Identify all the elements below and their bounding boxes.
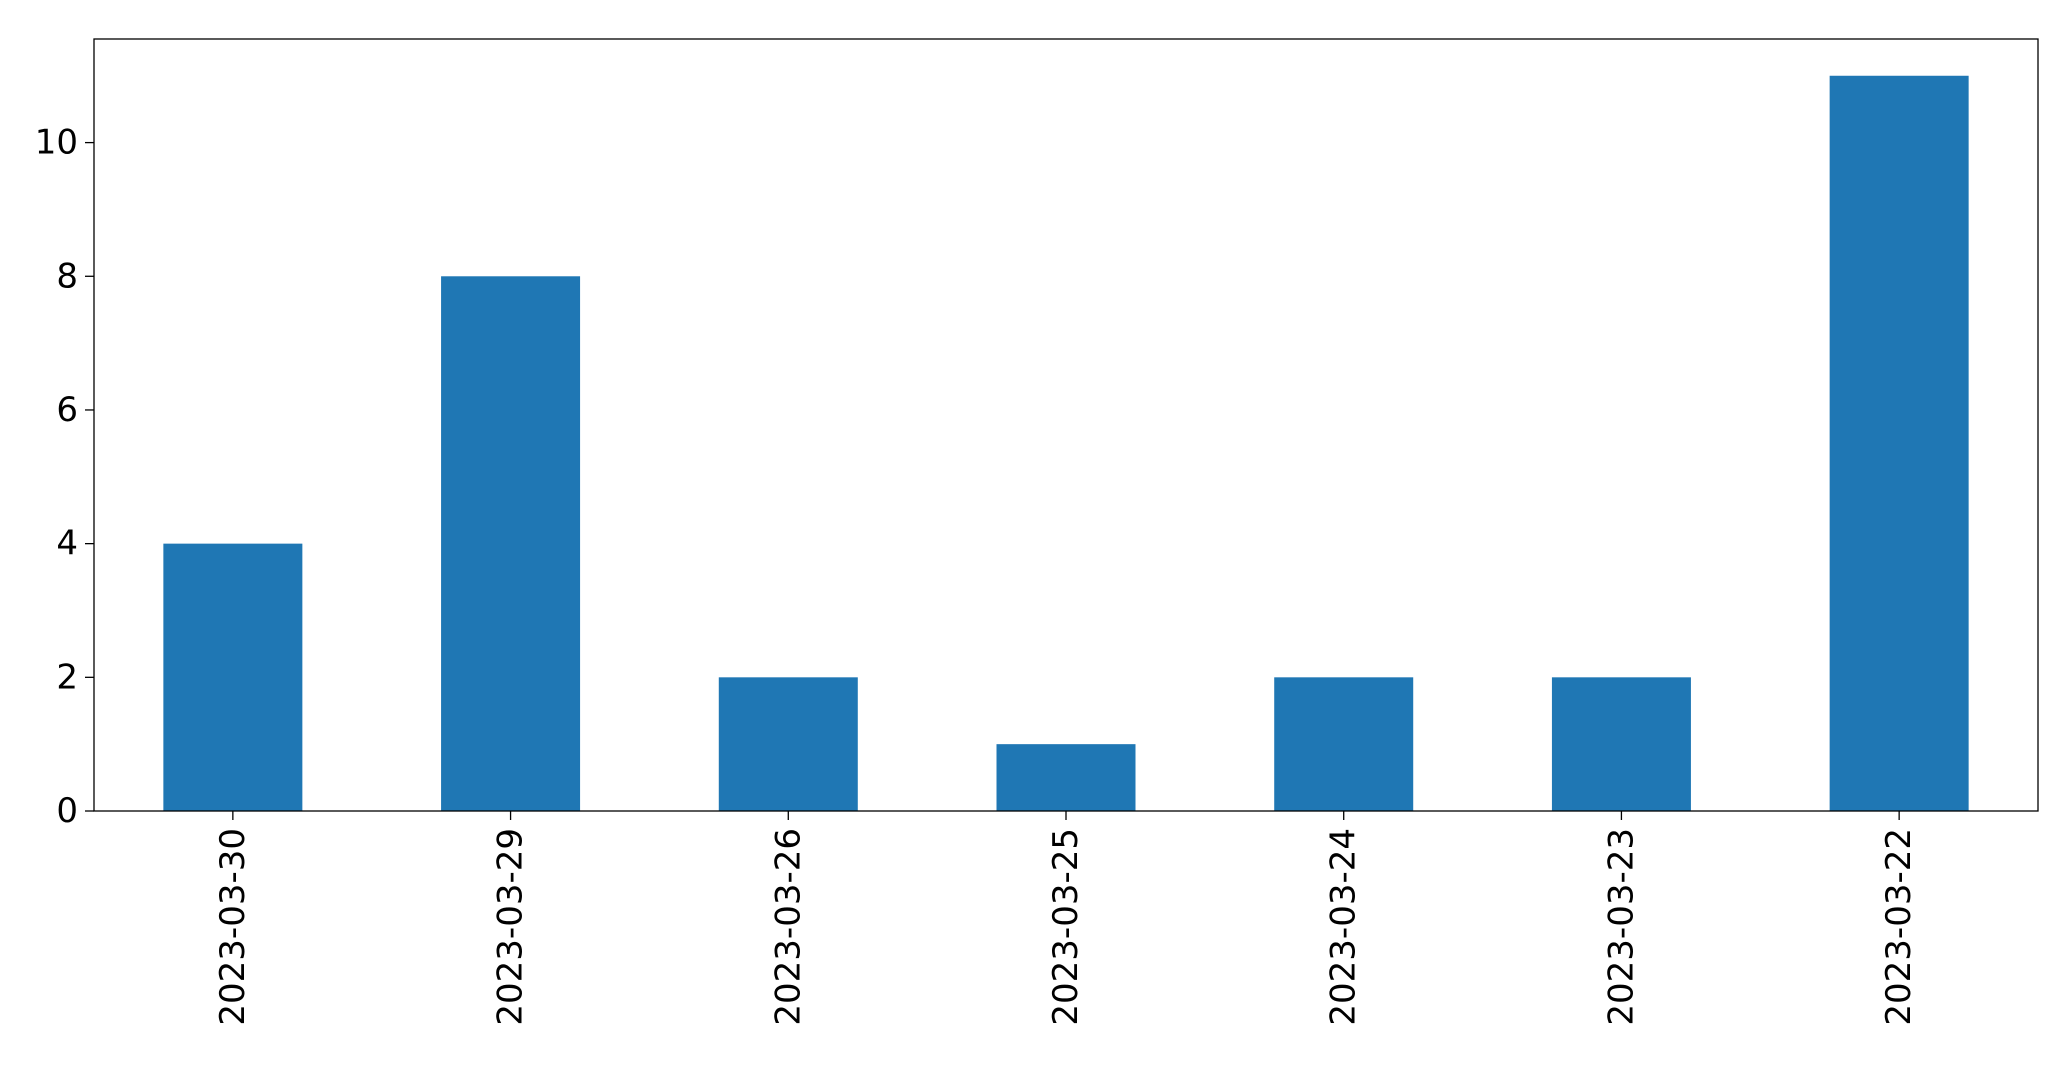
y-axis: 0 2 4 6 8 10: [35, 123, 94, 831]
bars: [163, 75, 1969, 811]
bar-2023-03-24: [1274, 677, 1414, 811]
y-tick-label: 2: [56, 657, 78, 697]
y-tick-label: 10: [35, 123, 78, 163]
y-tick-label: 8: [56, 256, 78, 296]
x-tick-label: 2023-03-23: [1601, 828, 1641, 1026]
x-tick-label: 2023-03-26: [768, 828, 808, 1026]
x-tick-label: 2023-03-24: [1324, 828, 1364, 1026]
x-axis: 2023-03-30 2023-03-29 2023-03-26 2023-03-25…: [213, 811, 1919, 1026]
bar-2023-03-29: [441, 276, 581, 811]
bar-2023-03-26: [718, 677, 858, 811]
y-tick-label: 6: [56, 390, 78, 430]
plot-background: [94, 39, 2038, 811]
x-tick-label: 2023-03-30: [213, 828, 253, 1026]
y-tick-label: 0: [56, 791, 78, 831]
plot-frame: [93, 38, 2039, 812]
bar-2023-03-22: [1829, 75, 1969, 811]
y-tick-label: 4: [56, 524, 78, 564]
x-tick-label: 2023-03-25: [1046, 828, 1086, 1026]
bar-2023-03-23: [1551, 677, 1691, 811]
bar-2023-03-25: [996, 744, 1136, 811]
x-tick-label: 2023-03-29: [491, 828, 531, 1026]
bar-2023-03-30: [163, 543, 303, 811]
x-tick-label: 2023-03-22: [1879, 828, 1919, 1026]
